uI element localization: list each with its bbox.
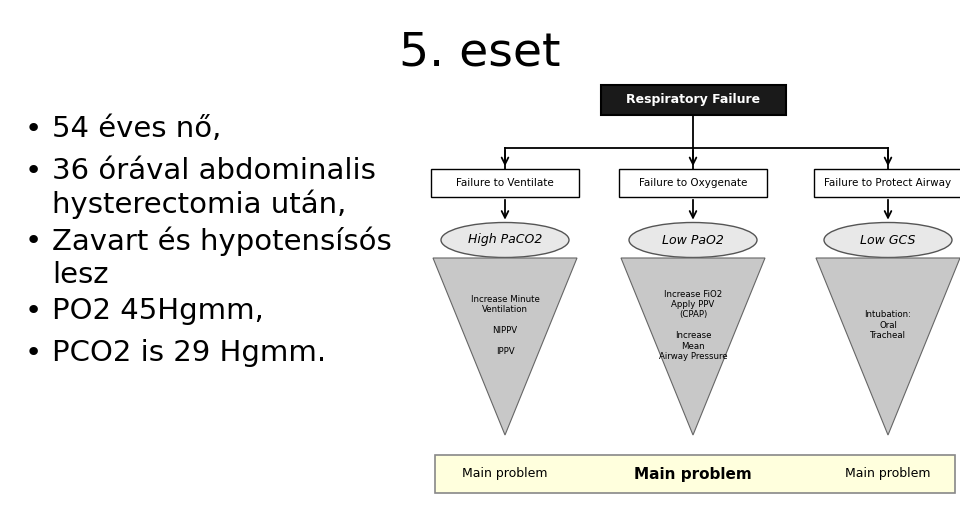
Text: Main problem: Main problem	[463, 467, 548, 480]
Text: Zavart és hypotensísós
lesz: Zavart és hypotensísós lesz	[52, 227, 392, 289]
Text: Increase FiO2
Apply PPV
(CPAP)

Increase
Mean
Airway Pressure: Increase FiO2 Apply PPV (CPAP) Increase …	[659, 290, 728, 361]
Text: Main problem: Main problem	[845, 467, 931, 480]
FancyBboxPatch shape	[431, 169, 579, 197]
Text: •: •	[25, 339, 42, 367]
Polygon shape	[621, 258, 765, 435]
Text: Intubation:
Oral
Tracheal: Intubation: Oral Tracheal	[865, 310, 911, 340]
Text: •: •	[25, 115, 42, 143]
Ellipse shape	[441, 223, 569, 258]
Text: •: •	[25, 227, 42, 255]
Ellipse shape	[824, 223, 952, 258]
Text: Main problem: Main problem	[635, 466, 752, 481]
Text: Low PaO2: Low PaO2	[662, 233, 724, 246]
Ellipse shape	[629, 223, 757, 258]
Text: 5. eset: 5. eset	[399, 30, 561, 75]
Text: PO2 45Hgmm,: PO2 45Hgmm,	[52, 297, 264, 325]
Text: 54 éves nő,: 54 éves nő,	[52, 115, 222, 143]
FancyBboxPatch shape	[435, 455, 955, 493]
Text: Failure to Oxygenate: Failure to Oxygenate	[638, 178, 747, 188]
Text: Failure to Protect Airway: Failure to Protect Airway	[825, 178, 951, 188]
FancyBboxPatch shape	[601, 85, 785, 115]
Text: •: •	[25, 297, 42, 325]
Polygon shape	[433, 258, 577, 435]
FancyBboxPatch shape	[814, 169, 960, 197]
Text: Failure to Ventilate: Failure to Ventilate	[456, 178, 554, 188]
Text: 36 órával abdominalis
hysterectomia után,: 36 órával abdominalis hysterectomia után…	[52, 157, 376, 219]
FancyBboxPatch shape	[619, 169, 767, 197]
Text: Low GCS: Low GCS	[860, 233, 916, 246]
Polygon shape	[816, 258, 960, 435]
Text: PCO2 is 29 Hgmm.: PCO2 is 29 Hgmm.	[52, 339, 326, 367]
Text: Increase Minute
Ventilation

NIPPV

IPPV: Increase Minute Ventilation NIPPV IPPV	[470, 295, 540, 356]
Text: High PaCO2: High PaCO2	[468, 233, 542, 246]
Text: Respiratory Failure: Respiratory Failure	[626, 94, 760, 106]
Text: •: •	[25, 157, 42, 185]
